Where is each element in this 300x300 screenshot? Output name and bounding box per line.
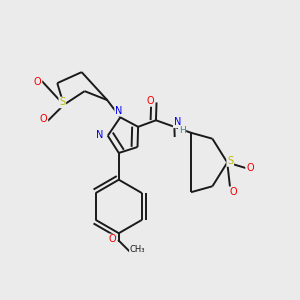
Text: S: S [59, 98, 65, 107]
Text: O: O [230, 187, 237, 197]
Text: N: N [96, 130, 104, 140]
Text: CH₃: CH₃ [130, 245, 145, 254]
Text: O: O [246, 163, 254, 173]
Text: O: O [40, 114, 47, 124]
Text: O: O [146, 96, 154, 106]
Text: O: O [34, 76, 41, 87]
Text: N: N [174, 117, 181, 128]
Text: N: N [115, 106, 122, 116]
Text: S: S [227, 156, 233, 166]
Text: H: H [179, 126, 185, 135]
Text: O: O [108, 235, 116, 244]
